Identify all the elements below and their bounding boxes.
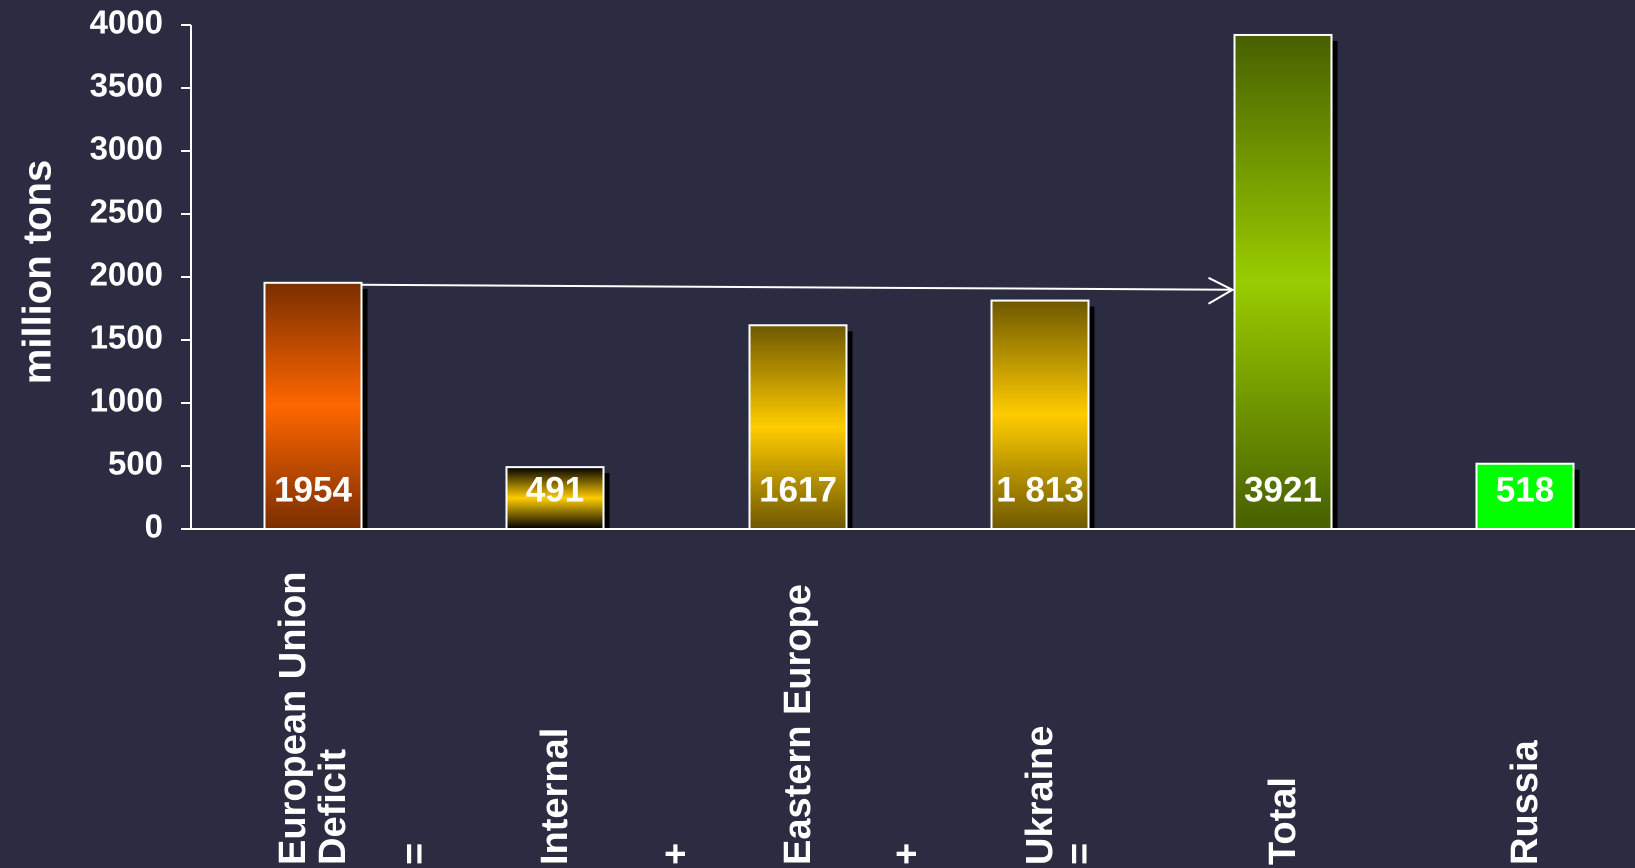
operator: =	[394, 842, 436, 865]
value-label: 491	[526, 470, 584, 509]
bar	[1233, 33, 1333, 530]
y-tick-label: 500	[108, 445, 163, 482]
y-tick-label: 2000	[90, 256, 163, 293]
y-tick-label: 0	[145, 508, 163, 545]
arrow-line	[361, 283, 1233, 291]
y-tick-label: 1500	[90, 319, 163, 356]
bar	[748, 324, 848, 530]
x-tick-label: European Union Deficit	[272, 571, 354, 865]
x-tick-label: Russia	[1504, 740, 1546, 865]
value-label: 1 813	[996, 470, 1084, 509]
value-label: 3921	[1244, 470, 1322, 509]
x-tick-label: Eastern Europe	[777, 584, 819, 865]
bar	[1475, 462, 1575, 530]
value-label: 1954	[274, 470, 352, 509]
y-tick-label: 2500	[90, 193, 163, 230]
value-label: 518	[1496, 470, 1554, 509]
x-tick-label: Total	[1262, 777, 1304, 865]
y-axis-label: million tons	[16, 160, 60, 384]
operator: +	[886, 842, 928, 865]
y-tick-label: 3500	[90, 67, 163, 104]
operator: +	[655, 842, 697, 865]
x-tick-label: Internal	[534, 727, 576, 865]
y-tick-label: 4000	[90, 4, 163, 41]
y-tick-label: 3000	[90, 130, 163, 167]
x-tick-label: Ukraine	[1019, 725, 1061, 865]
y-tick-label: 1000	[90, 382, 163, 419]
value-label: 1617	[759, 470, 837, 509]
arrow-head	[1207, 276, 1235, 305]
operator: =	[1059, 842, 1101, 865]
